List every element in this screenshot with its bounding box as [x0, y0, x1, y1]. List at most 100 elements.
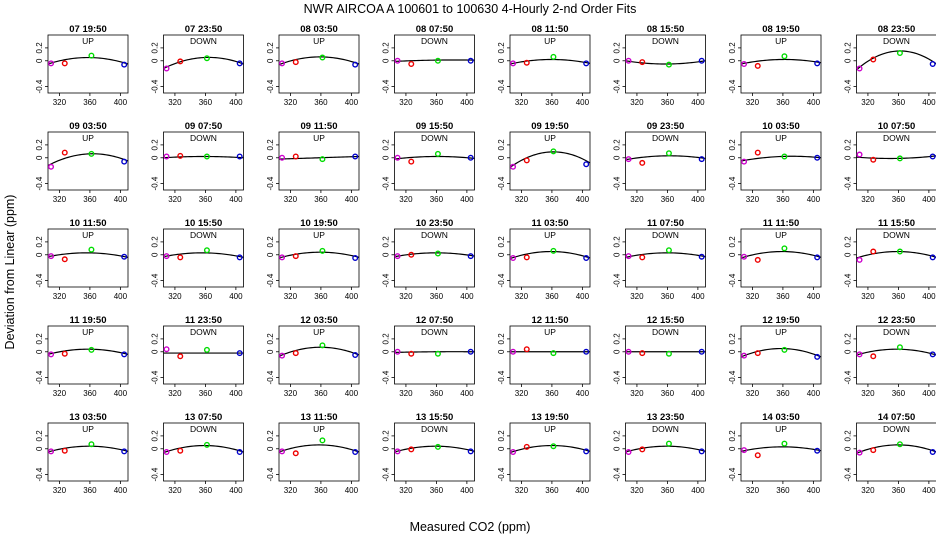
y-tick-label: 0: [497, 155, 506, 160]
data-point: [856, 351, 863, 358]
y-tick-label: 0.2: [497, 236, 506, 248]
chart-title: NWR AIRCOA A 100601 to 100630 4-Hourly 2…: [304, 2, 637, 16]
x-tick-label: 360: [892, 195, 906, 204]
data-point: [814, 353, 821, 360]
x-tick-label: 360: [314, 292, 328, 301]
direction-label: DOWN: [883, 36, 910, 46]
data-point: [929, 254, 936, 261]
x-tick-label: 320: [515, 98, 529, 107]
panel-frame: [509, 422, 591, 482]
x-tick-label: 360: [661, 195, 675, 204]
x-tick-label: 320: [399, 195, 413, 204]
y-tick-label: -0.4: [266, 273, 275, 287]
x-tick-label: 320: [53, 195, 67, 204]
y-tick-label: 0: [266, 446, 275, 451]
data-point: [279, 448, 286, 455]
panel-title: 08 03:50: [300, 24, 338, 35]
x-tick-label: 320: [168, 292, 182, 301]
x-tick-label: 320: [515, 292, 529, 301]
data-point: [203, 247, 210, 254]
fit-curve: [509, 250, 591, 260]
data-point: [408, 251, 415, 258]
x-tick-label: 360: [661, 292, 675, 301]
y-tick-label: 0.2: [382, 139, 391, 151]
data-point: [698, 156, 705, 163]
y-axis-label: Deviation from Linear (ppm): [3, 195, 17, 350]
fit-curve: [163, 155, 244, 159]
x-tick-label: 360: [199, 292, 213, 301]
panel-title: 11 19:50: [70, 315, 107, 326]
y-tick-label: 0: [151, 446, 160, 451]
x-tick-label: 400: [691, 195, 705, 204]
y-tick-label: 0.2: [844, 236, 853, 248]
panel-title: 14 07:50: [878, 412, 916, 423]
data-point: [741, 352, 748, 359]
fit-curve: [394, 351, 475, 354]
data-point: [665, 350, 672, 357]
data-point: [896, 344, 903, 351]
fit-curve: [47, 348, 129, 355]
fit-curve: [278, 444, 360, 453]
x-tick-label: 360: [545, 195, 559, 204]
x-tick-label: 360: [661, 389, 675, 398]
x-tick-label: 360: [661, 486, 675, 495]
x-tick-label: 360: [545, 389, 559, 398]
data-point: [929, 153, 936, 160]
panel-frame: [163, 325, 244, 385]
panel-title: 10 11:50: [70, 218, 107, 229]
x-tick-label: 320: [399, 98, 413, 107]
data-point: [583, 448, 590, 455]
direction-label: UP: [775, 424, 787, 434]
x-tick-label: 360: [776, 486, 790, 495]
y-tick-label: 0: [613, 446, 622, 451]
y-tick-label: 0.2: [497, 42, 506, 54]
y-tick-label: 0.2: [728, 333, 737, 345]
data-point: [625, 57, 632, 64]
data-point: [177, 447, 184, 454]
fit-curve: [278, 251, 360, 259]
panel-title: 09 23:50: [647, 121, 685, 132]
direction-label: UP: [775, 327, 787, 337]
data-point: [394, 57, 401, 64]
panel-frame: [625, 228, 706, 288]
direction-label: UP: [313, 133, 325, 143]
y-tick-label: -0.4: [613, 176, 622, 190]
x-tick-label: 360: [83, 292, 97, 301]
fit-curve: [163, 444, 244, 454]
direction-label: DOWN: [190, 424, 217, 434]
panel-title: 12 11:50: [532, 315, 569, 326]
data-point: [523, 254, 530, 261]
x-tick-label: 400: [922, 195, 936, 204]
y-tick-label: -0.4: [728, 176, 737, 190]
data-point: [61, 256, 68, 263]
panel-title: 09 03:50: [69, 121, 107, 132]
y-tick-label: 0: [35, 155, 44, 160]
y-tick-label: -0.4: [151, 176, 160, 190]
data-point: [434, 443, 441, 450]
y-tick-label: 0.2: [266, 236, 275, 248]
y-tick-label: -0.4: [497, 79, 506, 93]
data-point: [814, 154, 821, 161]
x-tick-label: 400: [807, 389, 821, 398]
panel-frame: [163, 131, 244, 191]
x-tick-label: 360: [83, 98, 97, 107]
fit-curve: [856, 155, 936, 160]
panel-frame: [625, 34, 706, 94]
y-tick-label: 0: [151, 58, 160, 63]
data-point: [61, 350, 68, 357]
data-point: [510, 254, 517, 261]
data-point: [319, 437, 326, 444]
y-tick-label: 0: [728, 349, 737, 354]
y-tick-label: 0.2: [728, 139, 737, 151]
fit-curve: [856, 250, 936, 259]
y-tick-label: -0.4: [844, 370, 853, 384]
x-tick-label: 320: [515, 389, 529, 398]
data-point: [467, 57, 474, 64]
